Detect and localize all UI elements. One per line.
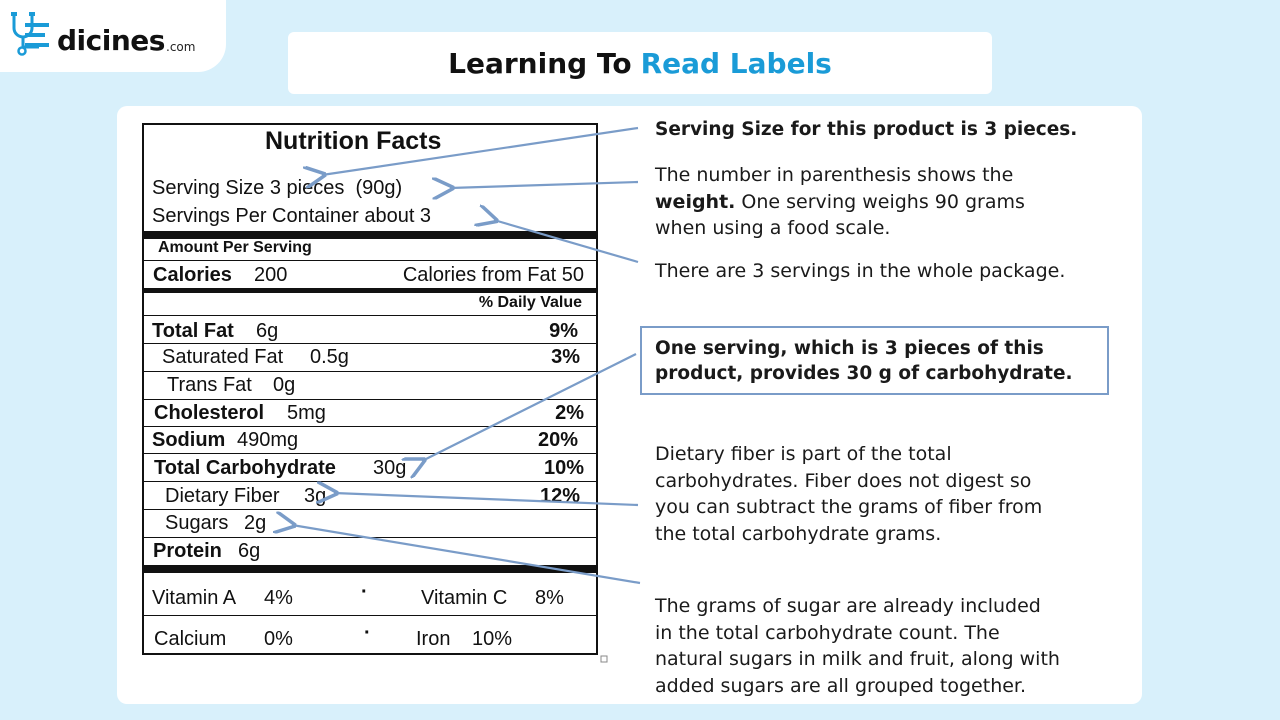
nutrient-name: Total Fat [152,320,234,342]
nutrient-amount: 2g [244,512,267,534]
nutrient-name: Protein [153,540,222,562]
nutrient-amount: 6g [256,320,279,342]
nutrient-name: Sugars [165,512,229,534]
nutrient-amount: 0g [273,374,296,396]
arrow-fiber [334,493,639,507]
stethoscope-e-logo-icon [11,12,49,56]
annotation-text: One serving, which is 3 pieces of this [655,338,1044,359]
annotation-text: added sugars are all grouped together. [655,674,1027,697]
nutrient-amount: 0.5g [310,346,349,368]
arrow-serving-size [322,126,639,175]
annotation-text: when using a food scale. [655,217,891,239]
annotation-sugar: The grams of sugar are already included … [655,593,1060,699]
thick-divider [144,231,596,239]
vitamin-value: 4% [264,587,293,609]
annotation-text: product, provides 30 g of carbohydrate. [655,363,1073,384]
divider [144,615,596,616]
calories-label: Calories [153,264,232,286]
vitamin-value: 10% [472,628,513,650]
calories-value: 200 [254,264,288,286]
annotation-text: carbohydrates. Fiber does not digest so [655,469,1032,492]
arrow-servings [494,220,639,264]
thick-divider [144,565,596,573]
servings-per-container: Servings Per Container about 3 [152,205,432,227]
divider [144,426,596,427]
annotation-text: natural sugars in milk and fruit, along … [655,648,1060,670]
divider [144,371,596,372]
nutrient-name: Saturated Fat [162,346,284,368]
nutrient-name: Cholesterol [154,402,265,424]
nutrition-facts-label: Nutrition Facts Serving Size 3 pieces (9… [142,123,598,655]
title-accent: Read Labels [640,46,832,80]
nutrient-dv: 2% [555,402,584,424]
nutrient-name: Sodium [152,429,226,451]
vitamin-name: Vitamin C [421,587,508,609]
annotation-text: The grams of sugar are already included [655,595,1041,617]
nutrient-amount: 490mg [237,429,299,451]
separator-dot: · [364,622,371,644]
annotation-carbohydrate: One serving, which is 3 pieces of this p… [655,336,1073,386]
vitamin-value: 8% [535,587,564,609]
annotation-text: weight. One serving weighs 90 grams [655,189,1025,216]
label-title: Nutrition Facts [265,127,442,155]
nutrient-name: Trans Fat [167,374,252,396]
annotation-bold: weight. [655,190,736,213]
separator-dot: · [361,581,368,603]
content-card [117,106,1142,704]
amount-per-serving: Amount Per Serving [158,239,312,256]
annotation-servings: There are 3 servings in the whole packag… [655,258,1065,285]
arrow-weight [450,182,639,188]
annotation-text: in the total carbohydrate count. The [655,621,1000,644]
nutrient-amount: 5mg [287,402,326,424]
divider [144,399,596,400]
divider [144,453,596,454]
nutrient-amount: 6g [238,540,261,562]
brand-name: dicines [57,24,165,57]
nutrient-amount: 30g [373,457,407,479]
arrow-sugar [292,525,641,585]
brand-suffix: .com [166,40,196,54]
carbohydrate-callout-box [640,326,1109,395]
vitamin-name: Calcium [154,628,227,650]
nutrient-name: Dietary Fiber [165,485,280,507]
daily-value-header: % Daily Value [478,294,582,311]
annotation-text: One serving weighs 90 grams [735,190,1025,213]
title-prefix: Learning To [448,46,632,80]
nutrient-name: Total Carbohydrate [154,457,336,479]
nutrient-dv: 9% [549,320,578,342]
annotation-fiber: Dietary fiber is part of the total carbo… [655,441,1042,547]
page-title: Learning To Read Labels [288,32,992,94]
vitamin-name: Iron [416,628,451,650]
divider [144,315,596,316]
divider [144,509,596,510]
divider [144,343,596,344]
annotation-text: Dietary fiber is part of the total [655,443,952,465]
logo-card[interactable]: dicines .com [0,0,226,72]
calories-from-fat: Calories from Fat 50 [402,264,584,286]
medium-divider [144,288,596,293]
nutrient-dv: 10% [543,457,584,479]
nutrient-dv: 3% [551,346,580,368]
annotation-text: the total carbohydrate grams. [655,522,942,545]
annotation-text: you can subtract the grams of fiber from [655,496,1043,518]
divider [144,481,596,482]
annotation-text: Serving Size for this product is 3 piece… [655,119,1078,140]
nutrient-dv: 20% [537,429,578,451]
arrow-carbohydrate [422,353,637,461]
annotation-text: The number in parenthesis shows the [655,164,1014,186]
annotation-weight: The number in parenthesis shows the weig… [655,162,1025,242]
annotation-text: There are 3 servings in the whole packag… [655,260,1066,282]
divider [144,260,596,261]
resize-handle [600,655,608,663]
vitamin-value: 0% [264,628,293,650]
annotation-serving-size: Serving Size for this product is 3 piece… [655,117,1077,144]
vitamin-name: Vitamin A [152,587,237,609]
